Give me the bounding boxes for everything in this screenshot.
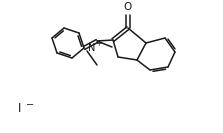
Text: O: O xyxy=(124,2,132,12)
Text: I: I xyxy=(18,101,21,115)
Text: +: + xyxy=(95,40,101,49)
Text: N: N xyxy=(88,43,95,53)
Text: −: − xyxy=(26,100,34,110)
